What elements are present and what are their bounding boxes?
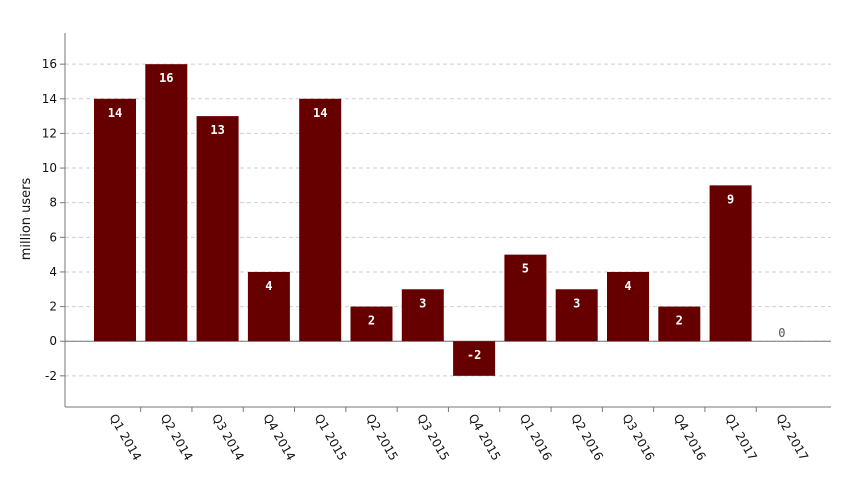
- x-tick-label: Q4 2014: [260, 412, 298, 464]
- x-tick-label: Q2 2014: [158, 412, 196, 464]
- bar: [401, 289, 444, 342]
- y-tick-label: 4: [49, 265, 57, 279]
- data-label: 4: [624, 279, 631, 293]
- y-tick-label: -2: [45, 369, 57, 383]
- y-tick-label: 16: [42, 57, 57, 71]
- x-tick-label: Q4 2016: [671, 412, 709, 464]
- data-labels: 14 16 13 4 14 2 3 -2 5 3 4 2 9 0: [108, 71, 786, 362]
- y-tick-label: 10: [42, 161, 57, 175]
- bars: [94, 64, 752, 376]
- axes: [60, 33, 831, 412]
- bar: [350, 306, 393, 342]
- y-tick-label: 0: [49, 334, 57, 348]
- data-label: 9: [727, 192, 734, 206]
- y-tick-label: 2: [49, 300, 57, 314]
- data-label: 14: [313, 106, 327, 120]
- x-tick-label: Q2 2017: [773, 412, 811, 464]
- data-label: 5: [522, 262, 529, 276]
- data-label: 3: [419, 296, 426, 310]
- data-label: 14: [108, 106, 122, 120]
- x-tick-label: Q3 2015: [414, 412, 452, 464]
- bar: [299, 98, 342, 342]
- y-tick-label: 8: [49, 196, 57, 210]
- bar: [94, 98, 136, 342]
- y-tick-labels: -2 0 2 4 6 8 10 12 14 16: [42, 57, 57, 383]
- data-label: 13: [210, 123, 224, 137]
- data-label: 2: [676, 314, 683, 328]
- x-tick-label: Q2 2016: [568, 412, 606, 464]
- bar: [196, 116, 239, 342]
- x-tick-label: Q1 2014: [106, 412, 144, 464]
- bar: [709, 185, 752, 342]
- x-tick-label: Q1 2017: [722, 412, 760, 464]
- data-label: 16: [159, 71, 173, 85]
- bar: [658, 306, 701, 342]
- x-tick-label: Q1 2015: [312, 412, 350, 464]
- x-tick-label: Q2 2015: [363, 412, 401, 464]
- bar: [607, 271, 649, 342]
- bar: [555, 289, 598, 342]
- y-tick-label: 12: [42, 126, 57, 140]
- bar: [145, 64, 188, 342]
- y-tick-label: 6: [49, 230, 57, 244]
- x-tick-label: Q1 2016: [517, 412, 555, 464]
- data-label: 2: [368, 314, 375, 328]
- y-axis-title: million users: [19, 177, 34, 260]
- bar: [247, 271, 290, 342]
- data-label: 3: [573, 296, 580, 310]
- data-label: 4: [265, 279, 272, 293]
- x-tick-label: Q3 2016: [619, 412, 657, 464]
- data-label: 0: [778, 326, 785, 340]
- x-tick-labels: Q1 2014 Q2 2014 Q3 2014 Q4 2014 Q1 2015 Q2 20…: [106, 412, 811, 464]
- bar: [453, 341, 496, 376]
- bar: [504, 254, 547, 342]
- y-tick-label: 14: [42, 92, 57, 106]
- x-tick-label: Q4 2015: [466, 412, 504, 464]
- data-label: -2: [467, 348, 481, 362]
- x-tick-label: Q3 2014: [209, 412, 247, 464]
